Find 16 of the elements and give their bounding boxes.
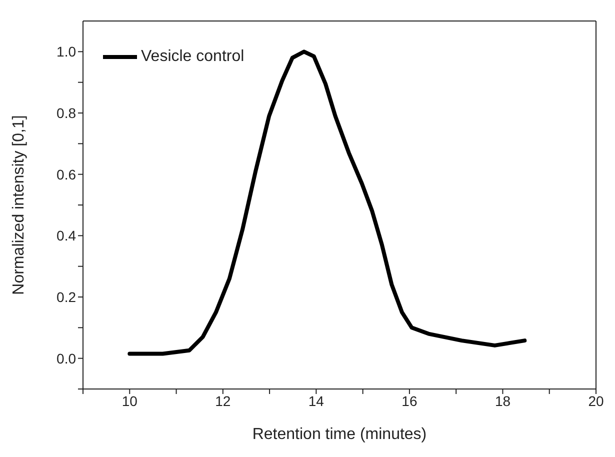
line-series (128, 50, 527, 356)
legend-label: Vesicle control (141, 48, 244, 66)
y-tick-label: 0.0 (56, 350, 76, 366)
x-tick-label: 16 (402, 392, 418, 409)
y-tick-label: 0.2 (56, 288, 76, 305)
x-tick-label: 20 (588, 392, 604, 409)
y-tick-label: 1.0 (56, 44, 76, 60)
x-axis-title: Retention time (minutes) (252, 426, 427, 443)
y-tick-label: 0.6 (56, 166, 76, 182)
y-axis-title: Normalized intensity [0,1] (10, 115, 28, 295)
x-tick-label: 14 (308, 392, 324, 409)
x-tick-label: 18 (494, 392, 511, 409)
x-tick-label: 12 (215, 392, 231, 409)
x-tick-label: 10 (122, 392, 138, 409)
y-tick-label: 0.4 (56, 228, 76, 244)
y-tick-label: 0.8 (56, 104, 76, 121)
